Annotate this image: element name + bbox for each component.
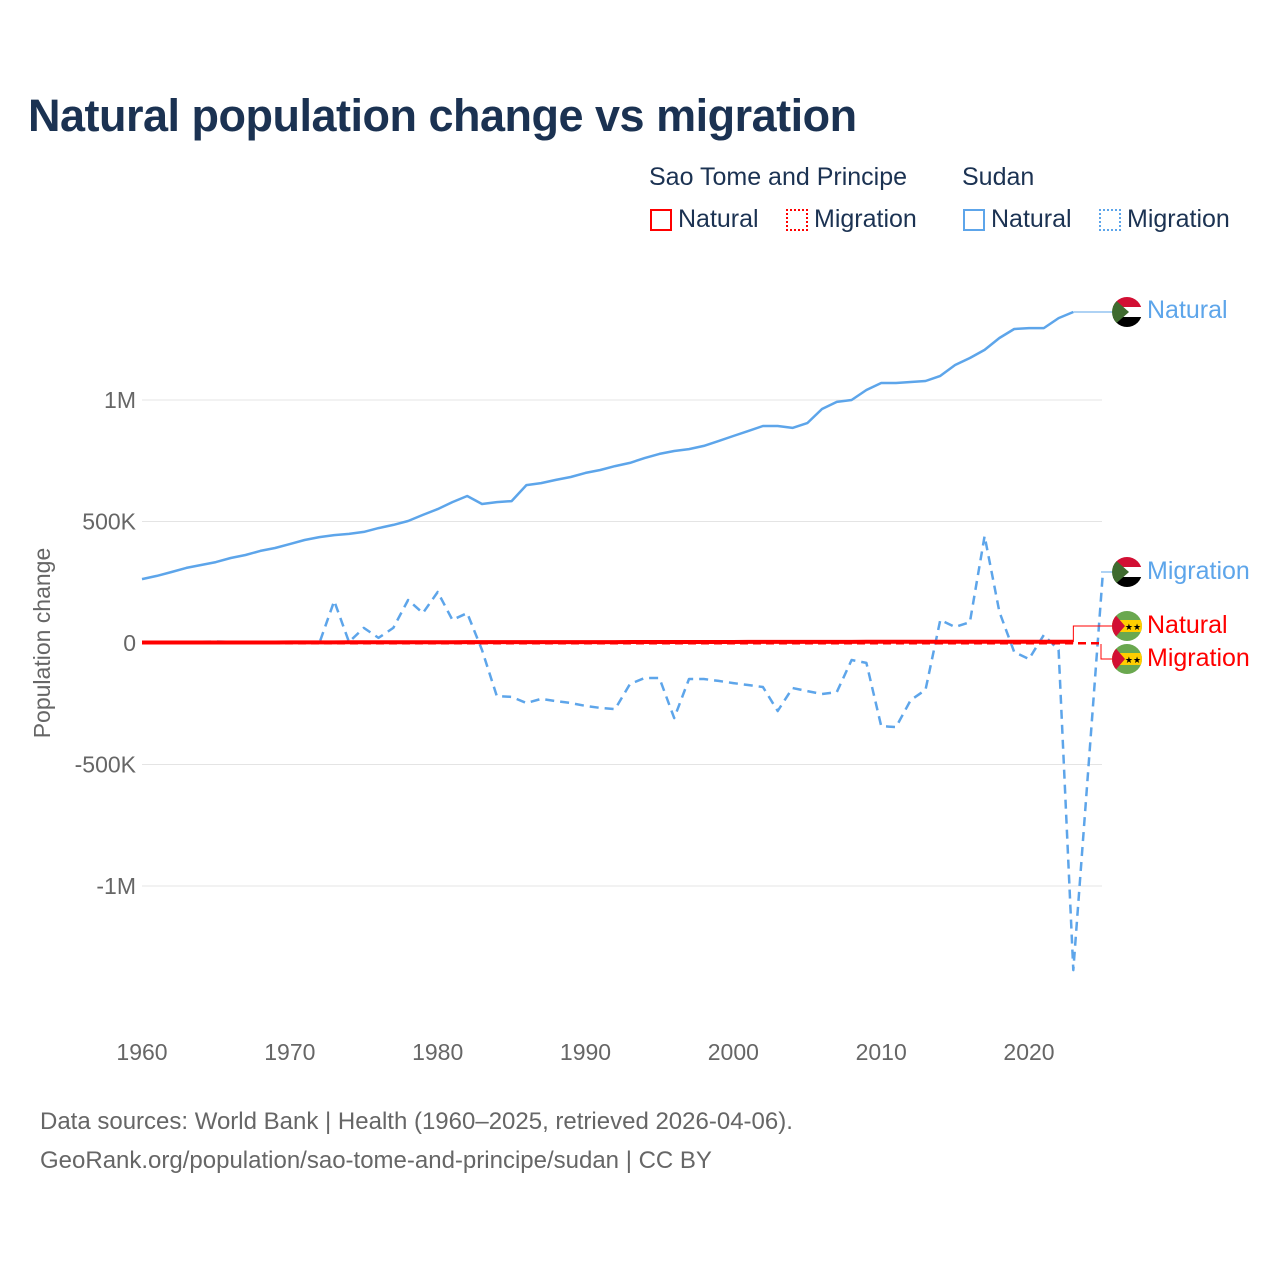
sao-tome-flag-icon bbox=[1112, 644, 1142, 674]
legend-label: Migration bbox=[1127, 205, 1230, 233]
legend-item-stp-migration[interactable]: Migration bbox=[786, 205, 917, 234]
legend-item-sudan-natural[interactable]: Natural bbox=[963, 205, 1072, 234]
flag-stripe bbox=[1112, 577, 1142, 587]
series-line-sao-tome-and-principe-natural bbox=[142, 639, 1074, 645]
legend-label: Migration bbox=[814, 205, 917, 233]
x-tick-label: 1960 bbox=[116, 1039, 167, 1065]
legend-item-sudan-migration[interactable]: Migration bbox=[1099, 205, 1230, 234]
flag-stars: ★★ bbox=[1125, 655, 1141, 665]
end-label-stp-migration: Migration bbox=[1147, 644, 1250, 672]
footer-source: Data sources: World Bank | Health (1960–… bbox=[40, 1108, 793, 1135]
x-tick-label: 2020 bbox=[1003, 1039, 1054, 1065]
x-tick-label: 2010 bbox=[856, 1039, 907, 1065]
flag-triangle bbox=[1112, 611, 1125, 641]
flag-body bbox=[1112, 297, 1142, 327]
legend-group-title-sudan: Sudan bbox=[962, 163, 1035, 191]
flag-stripe bbox=[1112, 297, 1142, 307]
y-tick-label: 1M bbox=[104, 387, 136, 413]
legend-group-title-stp: Sao Tome and Principe bbox=[649, 163, 908, 191]
flag-body bbox=[1112, 557, 1142, 587]
label-connector bbox=[1072, 625, 1127, 642]
sudan-flag-icon bbox=[1112, 557, 1142, 587]
flag-body bbox=[1112, 644, 1142, 674]
x-tick-label: 1990 bbox=[560, 1039, 611, 1065]
flag-triangle bbox=[1112, 644, 1125, 674]
series-line-sudan-natural bbox=[141, 310, 1074, 581]
sao-tome-flag-icon bbox=[1112, 611, 1142, 641]
y-tick-label: 0 bbox=[123, 630, 136, 656]
series-line-sudan-migration bbox=[142, 534, 1105, 972]
end-label-stp-natural: Natural bbox=[1147, 611, 1228, 639]
end-label-sudan-migration: Migration bbox=[1147, 557, 1250, 585]
flag-stripe bbox=[1112, 557, 1142, 567]
end-label-sudan-natural: Natural bbox=[1147, 296, 1228, 324]
legend-label: Natural bbox=[991, 205, 1072, 233]
flag-triangle bbox=[1112, 557, 1129, 587]
legend-swatch-dotted bbox=[1099, 208, 1121, 231]
legend-swatch-solid bbox=[650, 208, 672, 231]
y-tick-label: -1M bbox=[96, 873, 136, 899]
y-tick-label: -500K bbox=[75, 752, 137, 778]
flag-body bbox=[1112, 611, 1142, 641]
x-tick-label: 1980 bbox=[412, 1039, 463, 1065]
flag-stars: ★★ bbox=[1125, 622, 1141, 632]
sudan-flag-icon bbox=[1112, 297, 1142, 327]
legend-item-stp-natural[interactable]: Natural bbox=[650, 205, 759, 234]
flag-stripe bbox=[1112, 317, 1142, 327]
footer-link[interactable]: GeoRank.org/population/sao-tome-and-prin… bbox=[40, 1147, 712, 1174]
legend-label: Natural bbox=[678, 205, 759, 233]
chart-title: Natural population change vs migration bbox=[28, 90, 857, 141]
flag-triangle bbox=[1112, 297, 1129, 327]
x-tick-label: 1970 bbox=[264, 1039, 315, 1065]
y-tick-label: 500K bbox=[82, 509, 136, 535]
legend-swatch-dotted bbox=[786, 208, 808, 231]
legend-swatch-solid bbox=[963, 208, 985, 231]
y-axis-label: Population change bbox=[29, 548, 55, 739]
x-tick-label: 2000 bbox=[708, 1039, 759, 1065]
